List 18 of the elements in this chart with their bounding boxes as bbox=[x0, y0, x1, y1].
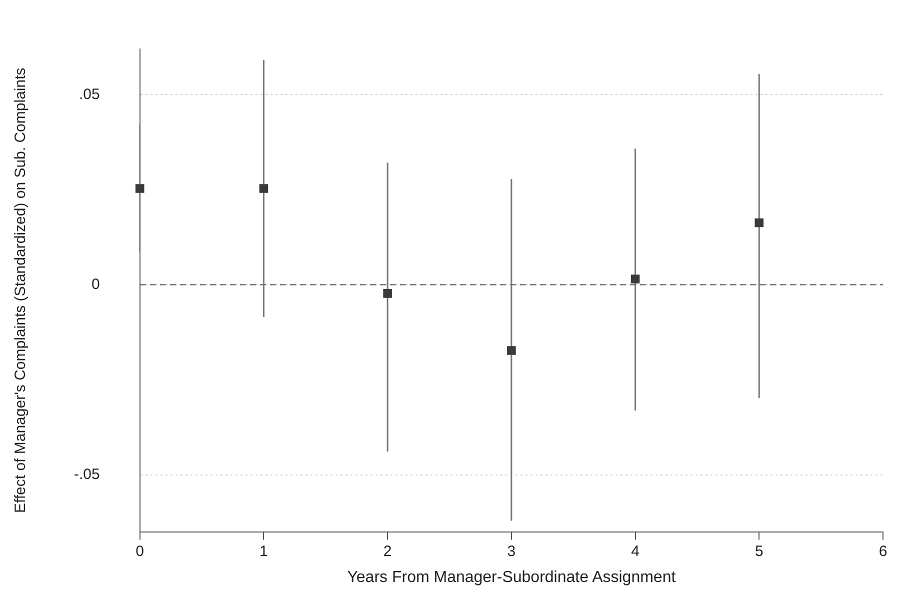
x-axis-title: Years From Manager-Subordinate Assignment bbox=[347, 568, 676, 586]
point bbox=[507, 346, 516, 355]
x-tick-label: 6 bbox=[878, 542, 888, 560]
point bbox=[259, 184, 268, 193]
point bbox=[754, 218, 764, 228]
y-tick-label: .05 bbox=[78, 86, 100, 103]
point bbox=[383, 289, 392, 298]
x-tick-label: 2 bbox=[383, 542, 392, 560]
point bbox=[135, 184, 144, 193]
point bbox=[630, 274, 640, 284]
y-axis-title: Effect of Manager's Complaints (Standardized) on Sub. Complaints bbox=[12, 68, 30, 514]
x-tick-label: 3 bbox=[507, 542, 516, 560]
x-tick-label: 4 bbox=[631, 542, 640, 560]
y-tick-label: 0 bbox=[92, 276, 100, 293]
x-tick-label: 1 bbox=[260, 542, 268, 560]
x-tick-label: 5 bbox=[754, 542, 764, 560]
y-tick-label: -.05 bbox=[74, 466, 100, 483]
x-tick-label: 0 bbox=[136, 542, 144, 560]
